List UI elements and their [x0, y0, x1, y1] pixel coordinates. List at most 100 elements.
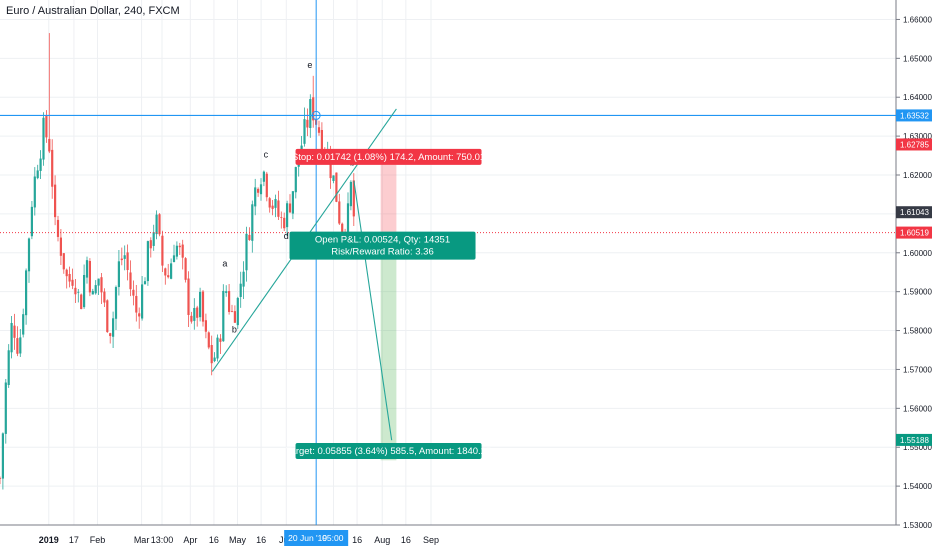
candle-body — [175, 245, 178, 257]
candle-body — [233, 311, 236, 323]
candle-body — [181, 244, 184, 258]
candle-body — [341, 223, 344, 239]
y-tick-label: 1.60000 — [903, 249, 932, 258]
candle-body — [45, 115, 48, 138]
price-tag — [896, 226, 932, 239]
candle-body — [39, 158, 42, 171]
trendline-2[interactable] — [353, 180, 393, 441]
candle-body — [109, 333, 112, 337]
x-tick-label: 16 — [352, 535, 362, 545]
y-tick-label: 1.58000 — [903, 327, 932, 336]
candle-body — [184, 258, 187, 280]
candle-body — [19, 337, 22, 354]
candle-body — [239, 283, 242, 297]
candle-body — [213, 357, 216, 362]
candle-body — [349, 181, 352, 207]
candle-body — [210, 345, 213, 364]
candle-body — [42, 117, 45, 160]
stop-zone[interactable] — [380, 164, 397, 233]
candle-body — [129, 272, 132, 290]
candle-body — [230, 311, 234, 312]
open-pnl-label[interactable] — [289, 231, 476, 260]
candle-body — [280, 217, 283, 219]
candle-body — [242, 271, 245, 287]
candle-body — [112, 318, 115, 337]
candle-body — [286, 203, 289, 228]
candle-body — [268, 198, 271, 208]
candle-body — [149, 240, 152, 249]
candle-body — [201, 291, 205, 322]
y-tick-label: 1.66000 — [903, 15, 932, 24]
wave-label-a: a — [222, 258, 227, 268]
candle-body — [294, 167, 297, 193]
price-tag — [896, 138, 932, 151]
candle-body — [65, 269, 68, 277]
candle-body — [27, 238, 31, 272]
stop-label-text: Stop: 0.01742 (1.08%) 174.2, Amount: 750… — [292, 152, 485, 163]
price-tag — [896, 433, 932, 446]
candle-body — [271, 205, 274, 209]
candle-body — [172, 255, 176, 263]
candle-body — [277, 200, 280, 217]
candle-body — [236, 297, 239, 326]
candle-body — [68, 273, 71, 282]
candle-body — [138, 313, 141, 317]
candle-body — [71, 279, 74, 286]
candle-body — [346, 203, 350, 251]
candle-body — [1, 433, 4, 479]
candle-body — [187, 278, 190, 315]
candle-body — [219, 338, 222, 342]
candle-body — [161, 235, 164, 266]
y-tick-label: 1.59000 — [903, 288, 932, 297]
candle-body — [77, 291, 80, 293]
candle-body — [103, 291, 106, 303]
price-tag — [896, 206, 932, 219]
candle-body — [274, 199, 277, 208]
candle-body — [283, 217, 286, 229]
candle-body — [146, 241, 149, 282]
candle-body — [312, 97, 315, 121]
candle-body — [94, 285, 97, 294]
date-tag-time: 05:00 — [322, 533, 344, 543]
candle-body — [135, 295, 138, 313]
x-tick-label: 16 — [256, 535, 266, 545]
candle-body — [245, 233, 248, 271]
candle-body — [10, 322, 13, 353]
plot-area[interactable] — [0, 0, 896, 525]
x-tick-label: 2019 — [39, 535, 59, 545]
wave-label-d: d — [284, 231, 289, 241]
price-tag-label: 1.63532 — [900, 111, 929, 120]
target-label-text: Target: 0.05855 (3.64%) 585.5, Amount: 1… — [286, 446, 491, 457]
candle-body — [225, 291, 228, 293]
stop-label[interactable] — [295, 148, 482, 165]
target-label[interactable] — [295, 443, 482, 459]
candle-body — [88, 260, 91, 293]
x-tick-label: Apr — [183, 535, 197, 545]
open-pnl-label-text: Open P&L: 0.00524, Qty: 14351 — [315, 235, 450, 246]
candle-body — [36, 170, 39, 179]
candle-body — [207, 332, 210, 348]
candle-body — [288, 203, 292, 213]
candle-body — [123, 255, 126, 259]
candle-body — [80, 294, 83, 310]
candle-body — [25, 270, 28, 316]
candle-body — [170, 263, 173, 279]
candle-body — [329, 155, 332, 179]
x-tick-label: 17 — [69, 535, 79, 545]
price-tag-label: 1.55188 — [900, 436, 929, 445]
x-tick-label: Sep — [423, 535, 439, 545]
x-tick-label: 13:00 — [151, 535, 174, 545]
candle-body — [291, 191, 294, 214]
candle-body — [152, 232, 155, 246]
y-tick-label: 1.64000 — [903, 93, 932, 102]
candle-body — [22, 314, 25, 335]
target-zone[interactable] — [380, 232, 397, 461]
candle-body — [54, 184, 57, 218]
candle-body — [51, 149, 54, 187]
candle-body — [265, 173, 268, 198]
x-tick-label: May — [229, 535, 247, 545]
candle-body — [228, 291, 231, 312]
date-tag — [284, 530, 349, 546]
y-tick-label: 1.55000 — [903, 443, 932, 452]
